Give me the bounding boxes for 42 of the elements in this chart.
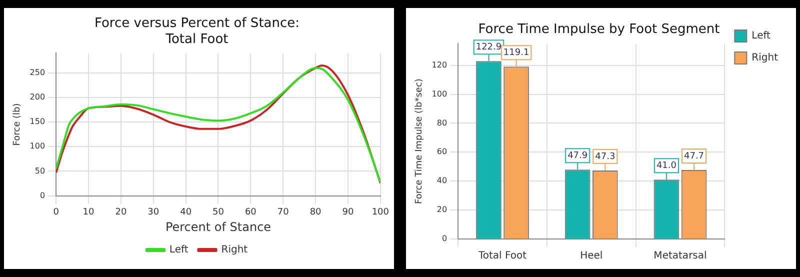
y-axis-title: Force (lb) xyxy=(12,103,23,146)
data-label: 41.0 xyxy=(656,161,677,171)
y-tick-label: 0 xyxy=(40,190,46,200)
y-tick-label: 40 xyxy=(436,176,448,186)
text: Force versus Percent of Stance: xyxy=(94,16,300,32)
data-label: 119.1 xyxy=(503,48,530,58)
x-tick-label: 20 xyxy=(115,208,127,218)
x-tick-label: 80 xyxy=(310,208,322,218)
x-tick-label: 10 xyxy=(82,208,95,218)
y-axis-title: Force Time Impulse (lb*sec) xyxy=(414,78,425,204)
y-tick-label: 120 xyxy=(432,60,448,70)
y-tick-label: 250 xyxy=(30,68,46,77)
x-tick-label: Heel xyxy=(580,250,603,262)
data-label: 47.3 xyxy=(595,152,616,162)
text: Total Foot xyxy=(166,32,228,47)
x-tick-label: 40 xyxy=(180,208,192,218)
y-tick-label: 200 xyxy=(30,92,46,102)
data-label: 47.7 xyxy=(684,151,704,162)
chart-title: Force Time Impulse by Foot Segment xyxy=(478,22,720,38)
y-tick-label: 100 xyxy=(432,89,448,98)
legend-label: Right xyxy=(221,244,248,256)
legend-label: Right xyxy=(752,52,778,64)
y-tick-label: 80 xyxy=(436,118,448,128)
x-tick-label: 90 xyxy=(342,208,354,218)
y-tick-label: 50 xyxy=(34,166,46,176)
x-tick-label: Metatarsal xyxy=(654,250,707,262)
y-tick-label: 0 xyxy=(442,234,448,244)
x-tick-label: Total Foot xyxy=(477,250,527,262)
data-label: 122.9 xyxy=(476,42,502,52)
x-tick-label: 70 xyxy=(277,208,290,218)
y-tick-label: 60 xyxy=(436,147,448,156)
x-tick-label: 60 xyxy=(244,208,257,218)
x-axis-title: Percent of Stance xyxy=(165,220,272,234)
data-label: 47.9 xyxy=(568,151,588,162)
x-tick-label: 100 xyxy=(372,208,390,218)
y-tick-label: 100 xyxy=(30,142,46,151)
legend-label: Left xyxy=(752,30,771,42)
y-tick-label: 150 xyxy=(30,117,46,126)
x-tick-label: 30 xyxy=(148,208,160,218)
x-tick-label: 0 xyxy=(53,208,60,218)
x-tick-label: 50 xyxy=(212,208,224,218)
legend-label: Left xyxy=(169,244,188,256)
